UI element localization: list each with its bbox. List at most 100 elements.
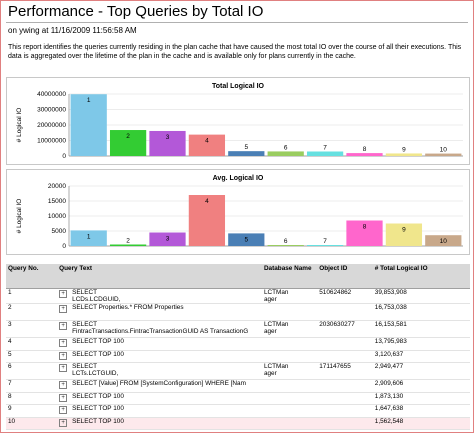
bar-label: 10 xyxy=(440,238,448,245)
table-row: 9 + SELECT TOP 100 1,647,638 xyxy=(6,404,470,418)
bar-2 xyxy=(109,244,147,246)
query-text: SELECT TOP 100 xyxy=(72,350,124,358)
cell-query-text: + SELECT TOP 100 xyxy=(57,350,262,363)
cell-total-logical-io: 1,873,130 xyxy=(372,392,470,405)
database-name: LCTMan ager xyxy=(263,321,289,335)
expand-icon[interactable]: + xyxy=(59,418,68,427)
table-row: 4 + SELECT TOP 100 13,795,983 xyxy=(6,337,470,351)
y-tick-label: 10000000 xyxy=(37,138,66,145)
query-text: SELECT TOP 100 xyxy=(72,392,124,400)
bar-1 xyxy=(70,94,107,156)
table-row: 8 + SELECT TOP 100 1,873,130 xyxy=(6,392,470,405)
y-axis-label: # Logical IO xyxy=(16,199,23,234)
bar-label: 5 xyxy=(244,236,248,243)
expand-icon[interactable]: + xyxy=(59,339,68,347)
bar-label: 3 xyxy=(166,134,170,141)
total-logical-io-chart: Total Logical IO # Logical IO 0 10000000 200… xyxy=(6,77,470,165)
cell-query-text: + SELECT LCDs.LCDGUID, xyxy=(57,288,262,304)
cell-object-id xyxy=(317,379,373,393)
avg-logical-io-svg: Avg. Logical IO # Logical IO 0 5000 10000 150… xyxy=(16,175,463,250)
bar-3 xyxy=(149,232,186,246)
cell-database-name: LCTMan ager xyxy=(261,288,318,304)
cell-query-no: 7 xyxy=(6,379,58,393)
cell-query-text: + SELECT TOP 100 xyxy=(57,417,262,430)
cell-database-name xyxy=(261,379,318,393)
bar-label: 9 xyxy=(402,227,406,234)
bar-label: 8 xyxy=(363,224,367,231)
header-query-no[interactable]: Query No. xyxy=(6,264,58,289)
y-tick-label: 10000 xyxy=(48,213,66,220)
database-name: LCTMan ager xyxy=(263,363,289,377)
header-total-logical-io[interactable]: # Total Logical IO xyxy=(372,264,470,289)
queries-table: Query No. Query Text Database Name Objec… xyxy=(6,264,470,430)
cell-query-text: + SELECT Properties.* FROM Properties xyxy=(57,303,262,321)
bar-label: 4 xyxy=(205,198,209,205)
bar-label: 8 xyxy=(363,146,367,153)
bar-label: 2 xyxy=(126,238,130,245)
title-divider xyxy=(6,22,468,23)
table-header-row: Query No. Query Text Database Name Objec… xyxy=(6,264,470,289)
y-tick-label: 20000000 xyxy=(37,122,66,129)
cell-query-no: 3 xyxy=(6,320,58,338)
bar-10 xyxy=(425,153,462,156)
cell-query-text: + SELECT [Value] FROM [SystemConfiguratio… xyxy=(57,379,262,393)
header-query-text[interactable]: Query Text xyxy=(57,264,262,289)
bar-label: 3 xyxy=(166,236,170,243)
table-row: 10 + SELECT TOP 100 1,562,548 xyxy=(6,417,470,430)
expand-icon[interactable]: + xyxy=(59,290,68,298)
cell-query-no: 9 xyxy=(6,404,58,418)
query-text: SELECT TOP 100 xyxy=(72,405,124,412)
report-meta: on ywing at 11/16/2009 11:56:58 AM xyxy=(8,26,137,35)
expand-icon[interactable]: + xyxy=(59,393,68,402)
expand-icon[interactable]: + xyxy=(59,322,68,330)
bar-label: 6 xyxy=(284,144,288,151)
cell-total-logical-io: 3,120,637 xyxy=(372,350,470,363)
bar-8 xyxy=(346,153,383,156)
bar-label: 10 xyxy=(440,147,448,154)
bar-2 xyxy=(109,130,147,156)
cell-object-id xyxy=(317,404,373,418)
cell-database-name xyxy=(261,392,318,405)
cell-query-no: 4 xyxy=(6,337,58,351)
cell-query-no: 5 xyxy=(6,350,58,363)
report-title: Performance - Top Queries by Total IO xyxy=(8,3,264,20)
expand-icon[interactable]: + xyxy=(59,381,68,389)
cell-object-id: 510624862 xyxy=(317,288,373,304)
query-text: SELECT Properties.* FROM Properties xyxy=(72,304,184,311)
y-tick-label: 5000 xyxy=(52,228,67,235)
table-row: 6 + SELECT LCTs.LCTGUID, LCTMan ager 1711476… xyxy=(6,362,470,380)
cell-object-id xyxy=(317,350,373,363)
cell-database-name xyxy=(261,417,318,430)
cell-object-id: 171147655 xyxy=(317,362,373,380)
y-tick-label: 0 xyxy=(62,153,66,160)
chart-title: Total Logical IO xyxy=(212,83,265,90)
bar-7 xyxy=(306,151,344,156)
cell-database-name xyxy=(261,404,318,418)
bar-1 xyxy=(70,230,107,246)
bar-4 xyxy=(188,195,226,246)
bar-5 xyxy=(228,151,265,156)
header-object-id[interactable]: Object ID xyxy=(317,264,373,289)
expand-icon[interactable]: + xyxy=(59,406,68,414)
cell-query-no: 8 xyxy=(6,392,58,405)
table-body: 1 + SELECT LCDs.LCDGUID, LCTMan ager 5106248… xyxy=(6,288,470,430)
bar-label: 1 xyxy=(87,233,91,240)
cell-object-id xyxy=(317,303,373,321)
cell-query-no: 2 xyxy=(6,303,58,321)
expand-icon[interactable]: + xyxy=(59,351,68,360)
bar-label: 7 xyxy=(323,144,327,151)
expand-icon[interactable]: + xyxy=(59,364,68,372)
cell-database-name xyxy=(261,350,318,363)
query-text: SELECT TOP 100 xyxy=(72,338,124,345)
bar-8 xyxy=(346,220,383,246)
expand-icon[interactable]: + xyxy=(59,305,68,313)
cell-query-text: + SELECT LCTs.LCTGUID, xyxy=(57,362,262,380)
cell-database-name xyxy=(261,303,318,321)
cell-query-text: + SELECT FintracTransactions.FintracTrans… xyxy=(57,320,262,338)
header-database-name[interactable]: Database Name xyxy=(261,264,318,289)
cell-query-no: 6 xyxy=(6,362,58,380)
bar-label: 4 xyxy=(205,138,209,145)
cell-database-name: LCTMan ager xyxy=(261,362,318,380)
cell-database-name: LCTMan ager xyxy=(261,320,318,338)
y-tick-label: 30000000 xyxy=(37,107,66,114)
